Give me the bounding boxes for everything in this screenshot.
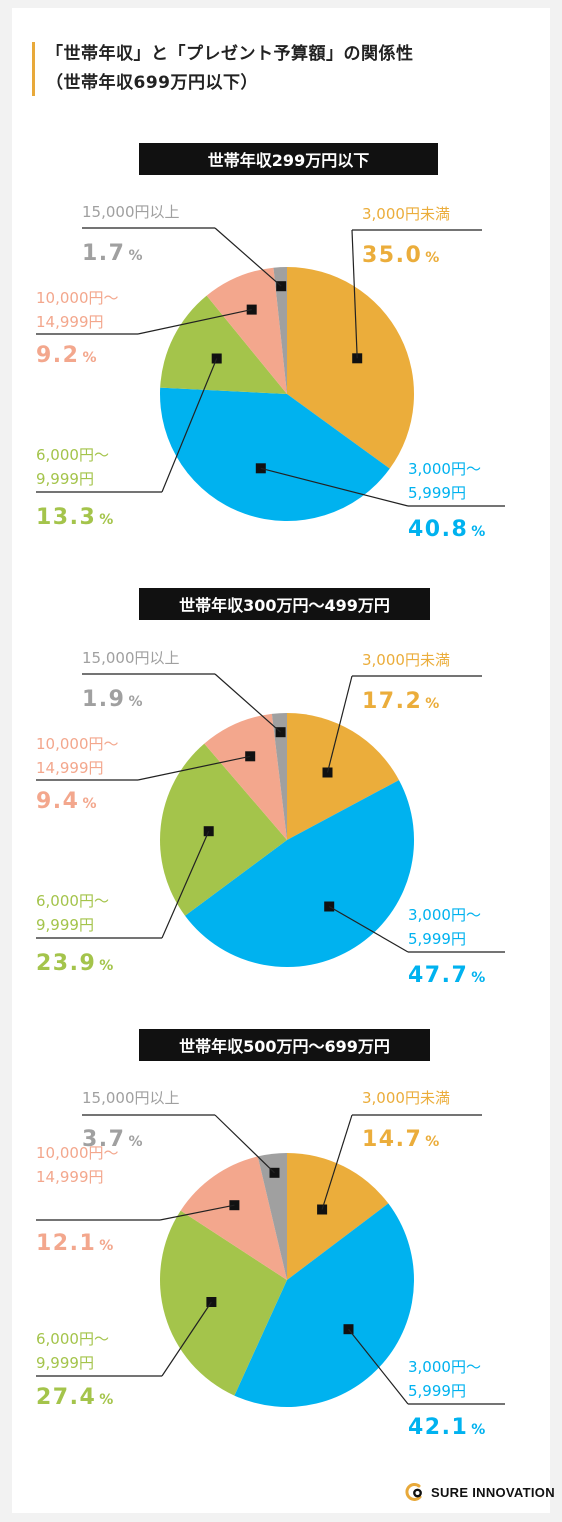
pie-slice-c6000_9999 — [159, 743, 287, 916]
category-label-c6000_9999-1: 6,000円〜 — [36, 1330, 109, 1348]
pie-slice-c10000_14999 — [206, 267, 287, 394]
category-label-over_15000-1: 15,000円以上 — [82, 203, 180, 221]
pie-slice-over_15000 — [271, 713, 287, 840]
leader-diag-c6000_9999 — [161, 830, 210, 939]
page-title-line-2: （世帯年収699万円以下） — [46, 73, 258, 93]
pie-slice-under_3000 — [287, 713, 399, 840]
value-label-c10000_14999: 9.4% — [36, 789, 97, 814]
category-label-c6000_9999-1: 6,000円〜 — [36, 446, 109, 464]
brand-logo: SURE INNOVATION — [405, 1482, 555, 1502]
pie-slice-over_15000 — [273, 267, 287, 394]
category-label-c10000_14999-1: 10,000円〜 — [36, 735, 119, 753]
leader-diag-under_3000 — [351, 229, 358, 359]
category-label-c6000_9999-1: 6,000円〜 — [36, 892, 109, 910]
leader-diag-under_3000 — [321, 1114, 353, 1210]
page-title: 「世帯年収」と「プレゼント予算額」の関係性 （世帯年収699万円以下） — [46, 40, 414, 98]
value-label-c6000_9999: 23.9% — [36, 951, 113, 976]
pie-slice-over_15000 — [257, 1153, 287, 1280]
leader-diag-over_15000 — [214, 673, 281, 733]
leader-diag-c3000_5999 — [348, 1328, 409, 1405]
value-label-over_15000: 1.7% — [82, 241, 143, 266]
value-label-c10000_14999: 12.1% — [36, 1231, 113, 1256]
leader-diag-c3000_5999 — [328, 905, 409, 953]
pie-slice-c3000_5999 — [234, 1203, 414, 1407]
pie-slice-c10000_14999 — [204, 713, 287, 840]
category-label-under_3000-1: 3,000円未満 — [362, 651, 450, 669]
category-label-over_15000-1: 15,000円以上 — [82, 1089, 180, 1107]
page-title-line-1: 「世帯年収」と「プレゼント予算額」の関係性 — [46, 44, 414, 64]
pie-slice-c6000_9999 — [159, 1210, 287, 1396]
pie-slice-under_3000 — [287, 267, 415, 469]
value-label-over_15000: 1.9% — [82, 687, 143, 712]
category-label-under_3000-1: 3,000円未満 — [362, 1089, 450, 1107]
pie-slice-c3000_5999 — [159, 387, 390, 522]
category-label-over_15000-1: 15,000円以上 — [82, 649, 180, 667]
value-label-c3000_5999: 47.7% — [408, 963, 485, 988]
pie-slice-c3000_5999 — [185, 780, 415, 968]
brand-logo-text: SURE INNOVATION — [431, 1484, 555, 1500]
category-label-c10000_14999-2: 14,999円 — [36, 313, 104, 331]
category-label-c10000_14999-1: 10,000円〜 — [36, 289, 119, 307]
leader-diag-over_15000 — [214, 227, 282, 287]
value-label-c3000_5999: 42.1% — [408, 1415, 485, 1440]
value-label-under_3000: 35.0% — [362, 243, 439, 268]
leader-diag-c6000_9999 — [161, 358, 218, 493]
value-label-under_3000: 14.7% — [362, 1127, 439, 1152]
leader-diag-c10000_14999 — [159, 1204, 235, 1221]
category-label-c10000_14999-2: 14,999円 — [36, 1168, 104, 1186]
value-label-c10000_14999: 9.2% — [36, 343, 97, 368]
category-label-c3000_5999-1: 3,000円〜 — [408, 906, 481, 924]
category-label-c10000_14999-1: 10,000円〜 — [36, 1144, 119, 1162]
value-label-c6000_9999: 13.3% — [36, 505, 113, 530]
pie-slice-c6000_9999 — [160, 295, 287, 394]
leader-diag-over_15000 — [214, 1114, 275, 1174]
section-label-1: 世帯年収299万円以下 — [139, 143, 438, 175]
leader-diag-c3000_5999 — [260, 467, 409, 507]
category-label-c6000_9999-2: 9,999円 — [36, 916, 94, 934]
value-label-under_3000: 17.2% — [362, 689, 439, 714]
pie-slice-under_3000 — [287, 1153, 389, 1280]
leader-diag-c10000_14999 — [137, 755, 251, 781]
category-label-c3000_5999-2: 5,999円 — [408, 1382, 466, 1400]
category-label-c3000_5999-1: 3,000円〜 — [408, 460, 481, 478]
marker-c10000_14999 — [246, 304, 257, 315]
title-accent-bar — [32, 42, 35, 96]
sure-innovation-logo-icon — [405, 1482, 422, 1501]
pie-slice-c10000_14999 — [180, 1156, 287, 1280]
category-label-c10000_14999-2: 14,999円 — [36, 759, 104, 777]
leader-diag-c6000_9999 — [161, 1301, 212, 1377]
section-label-3: 世帯年収500万円〜699万円 — [139, 1029, 430, 1061]
section-label-2: 世帯年収300万円〜499万円 — [139, 588, 430, 620]
category-label-c3000_5999-2: 5,999円 — [408, 484, 466, 502]
category-label-c3000_5999-1: 3,000円〜 — [408, 1358, 481, 1376]
category-label-c3000_5999-2: 5,999円 — [408, 930, 466, 948]
category-label-under_3000-1: 3,000円未満 — [362, 205, 450, 223]
leader-diag-c10000_14999 — [137, 309, 252, 335]
category-label-c6000_9999-2: 9,999円 — [36, 1354, 94, 1372]
value-label-c3000_5999: 40.8% — [408, 517, 485, 542]
category-label-c6000_9999-2: 9,999円 — [36, 470, 94, 488]
value-label-over_15000: 3.7% — [82, 1127, 143, 1152]
leader-diag-under_3000 — [326, 675, 353, 773]
value-label-c6000_9999: 27.4% — [36, 1385, 113, 1410]
